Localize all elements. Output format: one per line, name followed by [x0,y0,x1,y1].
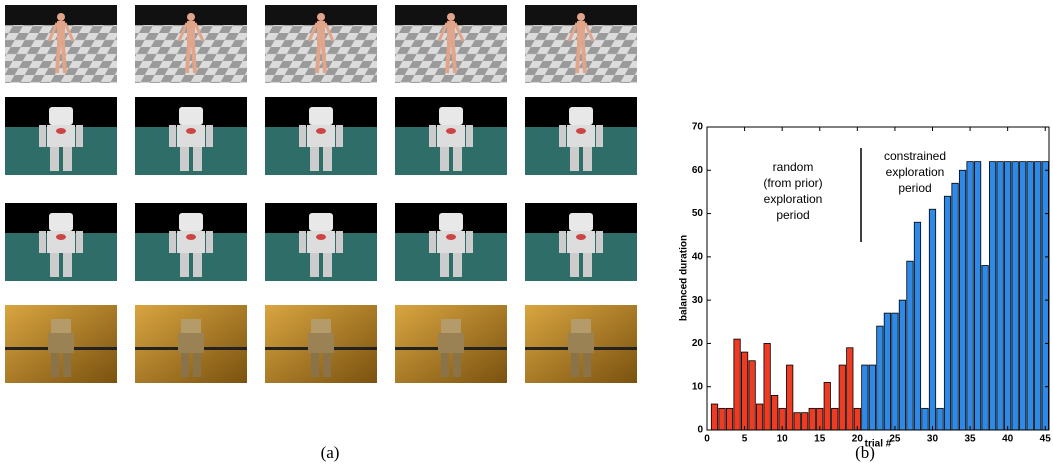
frame [395,97,507,175]
frame [5,5,117,83]
bar [967,162,973,430]
bar [749,361,755,430]
frame [5,203,117,281]
bar [726,408,732,430]
bar [794,413,800,430]
bar [914,222,920,430]
frame [525,5,637,83]
bar [922,408,928,430]
frame [395,203,507,281]
frame [525,97,637,175]
bar [847,348,853,430]
bar [899,300,905,430]
annotation: (from prior) [763,176,822,190]
x-tick-label: 5 [742,434,748,445]
y-tick-label: 50 [692,208,704,219]
bar [832,408,838,430]
x-tick-label: 35 [965,434,977,445]
frame [265,203,377,281]
bar [741,352,747,430]
y-tick-label: 40 [692,251,704,262]
bar [944,196,950,430]
annotation: period [776,208,809,222]
x-tick-label: 40 [1002,434,1014,445]
x-tick-label: 15 [814,434,826,445]
bar [809,408,815,430]
bar [802,413,808,430]
image-grid [5,5,637,383]
bar [952,183,958,430]
bar [997,162,1003,430]
bar [1004,162,1010,430]
bar [1035,162,1041,430]
annotation: exploration [886,165,945,179]
bar [824,382,830,430]
bar [877,326,883,430]
y-tick-label: 20 [692,338,704,349]
frame [135,97,247,175]
x-tick-label: 10 [777,434,789,445]
x-tick-label: 25 [889,434,901,445]
frame [265,305,377,383]
bar [937,408,943,430]
annotation: constrained [884,149,946,163]
annotation: period [898,181,931,195]
bar [959,170,965,430]
bar [982,266,988,430]
frame [395,305,507,383]
annotation: random [773,160,814,174]
figure: (a) (b) trial # balanced duration 010203… [0,0,1053,465]
frame [265,97,377,175]
bar [862,365,868,430]
x-tick-label: 45 [1040,434,1052,445]
frame [265,5,377,83]
x-tick-label: 20 [852,434,864,445]
y-tick-label: 70 [692,122,704,133]
y-tick-label: 60 [692,165,704,176]
y-tick-label: 10 [692,381,704,392]
bar [764,343,770,430]
frame [5,97,117,175]
bar [734,339,740,430]
y-tick-label: 30 [692,295,704,306]
y-axis-label: balanced duration [679,235,690,321]
x-tick-label: 0 [704,434,710,445]
bar [771,395,777,430]
bar [711,404,717,430]
bar [839,365,845,430]
bar [1019,162,1025,430]
frame [5,305,117,383]
bar [869,365,875,430]
bar [907,261,913,430]
annotation: exploration [764,192,823,206]
bar [1027,162,1033,430]
bar [989,162,995,430]
bar [974,162,980,430]
frame [135,203,247,281]
frame [135,305,247,383]
x-axis-label: trial # [865,439,892,450]
x-tick-label: 30 [927,434,939,445]
bar [756,404,762,430]
frame [525,305,637,383]
y-tick-label: 0 [697,425,703,436]
bar [719,408,725,430]
bar [929,209,935,430]
frame [525,203,637,281]
frame [395,5,507,83]
frame [135,5,247,83]
bar [892,313,898,430]
bar [786,365,792,430]
bar [1012,162,1018,430]
caption: (a) [321,443,340,462]
bar [1042,162,1048,430]
bar [884,313,890,430]
